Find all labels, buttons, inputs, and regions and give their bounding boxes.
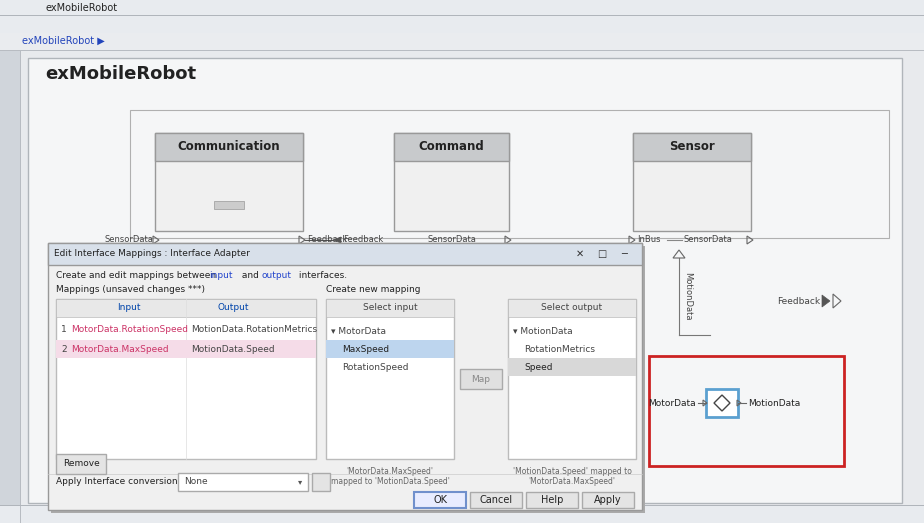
Bar <box>0 50 924 51</box>
Bar <box>0 33 924 51</box>
Text: ▾ MotionData: ▾ MotionData <box>513 326 573 335</box>
Bar <box>633 133 751 161</box>
Bar <box>312 473 330 491</box>
Text: ▾: ▾ <box>298 477 302 486</box>
Bar <box>0 505 924 506</box>
Text: 'MotionData.Speed' mapped to
'MotorData.MaxSpeed': 'MotionData.Speed' mapped to 'MotorData.… <box>513 467 631 486</box>
Bar <box>21 51 924 505</box>
Bar <box>582 492 634 508</box>
Text: MotorData.RotationSpeed: MotorData.RotationSpeed <box>71 324 188 334</box>
Text: Feedback: Feedback <box>777 297 820 305</box>
Bar <box>28 58 902 503</box>
Text: Select input: Select input <box>363 303 418 313</box>
Bar <box>0 505 924 523</box>
Text: Output: Output <box>217 303 249 313</box>
Bar <box>508 299 636 459</box>
Text: RotationSpeed: RotationSpeed <box>342 362 408 371</box>
Bar <box>526 492 578 508</box>
Text: Input: Input <box>117 303 140 313</box>
Text: SensorData: SensorData <box>684 235 733 244</box>
Text: Apply Interface conversion:: Apply Interface conversion: <box>56 477 180 486</box>
Bar <box>394 133 509 231</box>
Text: 2: 2 <box>61 345 67 354</box>
Bar <box>633 133 751 231</box>
Text: MotorData: MotorData <box>649 399 696 407</box>
Text: MotionData: MotionData <box>683 272 692 320</box>
Bar <box>326 299 454 317</box>
Text: 'MotorData.MaxSpeed'
mapped to 'MotionData.Speed': 'MotorData.MaxSpeed' mapped to 'MotionDa… <box>331 467 449 486</box>
Polygon shape <box>822 295 830 307</box>
Bar <box>155 133 303 161</box>
Bar <box>508 358 636 376</box>
Bar <box>155 133 303 231</box>
Text: None: None <box>184 477 208 486</box>
Text: Remove: Remove <box>63 460 100 469</box>
Text: 1: 1 <box>61 324 67 334</box>
Text: Help: Help <box>541 495 564 505</box>
Bar <box>130 110 889 238</box>
Bar <box>0 15 924 16</box>
Bar <box>56 299 316 459</box>
Text: MotionData.Speed: MotionData.Speed <box>191 345 274 354</box>
Text: Command: Command <box>419 141 484 153</box>
Text: SensorData: SensorData <box>427 235 476 244</box>
Bar <box>508 299 636 317</box>
Text: ✕: ✕ <box>576 249 584 259</box>
Text: exMobileRobot: exMobileRobot <box>45 65 196 83</box>
Text: ─: ─ <box>621 249 627 259</box>
Text: Sensor: Sensor <box>669 141 715 153</box>
Text: ▾ MotorData: ▾ MotorData <box>331 326 386 335</box>
Text: Feedback: Feedback <box>307 235 347 244</box>
Polygon shape <box>333 237 341 243</box>
Text: MotorData.MaxSpeed: MotorData.MaxSpeed <box>71 345 168 354</box>
Bar <box>56 340 316 358</box>
Bar <box>326 340 454 358</box>
Text: Mappings (unsaved changes ***): Mappings (unsaved changes ***) <box>56 285 205 293</box>
Bar <box>460 369 502 389</box>
Text: OK: OK <box>433 495 447 505</box>
Text: Create new mapping: Create new mapping <box>326 285 420 293</box>
Bar <box>214 201 244 209</box>
Bar <box>51 246 645 513</box>
Text: Map: Map <box>471 374 491 383</box>
Text: □: □ <box>598 249 607 259</box>
Text: exMobileRobot ▶: exMobileRobot ▶ <box>22 36 104 46</box>
Bar <box>178 473 308 491</box>
Bar <box>0 51 20 523</box>
Text: MaxSpeed: MaxSpeed <box>342 345 389 354</box>
Bar <box>0 0 924 15</box>
Bar <box>48 243 642 510</box>
Text: Apply: Apply <box>594 495 622 505</box>
Text: Speed: Speed <box>524 362 553 371</box>
Text: MotionData.RotationMetrics: MotionData.RotationMetrics <box>191 324 317 334</box>
Bar <box>649 356 844 466</box>
Bar <box>56 454 106 474</box>
Text: interfaces.: interfaces. <box>296 270 347 279</box>
Text: MotionData: MotionData <box>748 399 800 407</box>
Text: InBus: InBus <box>637 235 661 244</box>
Text: Edit Interface Mappings : Interface Adapter: Edit Interface Mappings : Interface Adap… <box>54 249 249 258</box>
Bar <box>20 51 21 523</box>
Bar <box>706 389 738 417</box>
Bar <box>414 492 466 508</box>
Text: Cancel: Cancel <box>480 495 513 505</box>
Text: Feedback: Feedback <box>343 235 383 244</box>
Text: output: output <box>261 270 291 279</box>
Bar <box>56 299 316 317</box>
Text: Create and edit mappings between: Create and edit mappings between <box>56 270 219 279</box>
Bar <box>48 243 642 265</box>
Text: and: and <box>239 270 261 279</box>
Bar <box>326 299 454 459</box>
Text: Select output: Select output <box>541 303 602 313</box>
Text: RotationMetrics: RotationMetrics <box>524 345 595 354</box>
Bar <box>0 15 924 33</box>
Text: exMobileRobot: exMobileRobot <box>45 3 117 13</box>
Text: SensorData: SensorData <box>104 235 153 244</box>
Text: input: input <box>209 270 233 279</box>
Bar <box>470 492 522 508</box>
Text: Communication: Communication <box>177 141 280 153</box>
Bar <box>394 133 509 161</box>
